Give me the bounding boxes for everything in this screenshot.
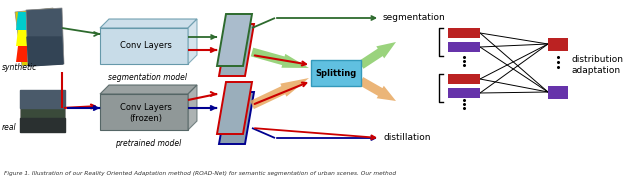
Polygon shape xyxy=(548,38,568,51)
Polygon shape xyxy=(251,48,309,68)
Polygon shape xyxy=(35,12,55,24)
Polygon shape xyxy=(20,90,65,132)
Polygon shape xyxy=(100,85,197,94)
Polygon shape xyxy=(219,92,254,144)
Text: synthetic: synthetic xyxy=(2,64,37,73)
Polygon shape xyxy=(448,28,480,38)
Text: Figure 1. Illustration of our Reality Oriented Adaptation method (ROAD-Net) for : Figure 1. Illustration of our Reality Or… xyxy=(4,170,396,176)
Polygon shape xyxy=(217,14,252,66)
Polygon shape xyxy=(250,78,309,109)
Text: segmentation model: segmentation model xyxy=(109,73,188,81)
Polygon shape xyxy=(20,90,65,108)
Polygon shape xyxy=(448,88,480,98)
Polygon shape xyxy=(26,8,64,66)
Polygon shape xyxy=(15,8,60,66)
Text: distribution
adaptation: distribution adaptation xyxy=(572,55,624,75)
Text: pretrained model: pretrained model xyxy=(115,138,181,147)
Polygon shape xyxy=(359,77,396,101)
Text: (frozen): (frozen) xyxy=(129,113,163,122)
Polygon shape xyxy=(100,94,188,130)
Polygon shape xyxy=(35,24,55,42)
FancyBboxPatch shape xyxy=(311,60,361,86)
Polygon shape xyxy=(35,42,55,60)
Polygon shape xyxy=(448,74,480,84)
Text: Conv Layers: Conv Layers xyxy=(120,41,172,50)
Polygon shape xyxy=(100,28,188,64)
Text: real: real xyxy=(2,124,17,133)
Polygon shape xyxy=(16,46,37,62)
Polygon shape xyxy=(16,30,37,46)
Polygon shape xyxy=(16,12,37,30)
Polygon shape xyxy=(448,42,480,52)
Polygon shape xyxy=(100,19,197,28)
Polygon shape xyxy=(548,86,568,99)
Text: Splitting: Splitting xyxy=(316,68,356,78)
Polygon shape xyxy=(219,24,254,76)
Polygon shape xyxy=(20,118,65,132)
Text: distillation: distillation xyxy=(383,133,431,142)
Text: segmentation: segmentation xyxy=(383,13,445,21)
Polygon shape xyxy=(188,85,197,130)
Polygon shape xyxy=(217,82,252,134)
Polygon shape xyxy=(27,37,63,66)
Text: Conv Layers: Conv Layers xyxy=(120,102,172,112)
Polygon shape xyxy=(358,42,396,69)
Polygon shape xyxy=(188,19,197,64)
